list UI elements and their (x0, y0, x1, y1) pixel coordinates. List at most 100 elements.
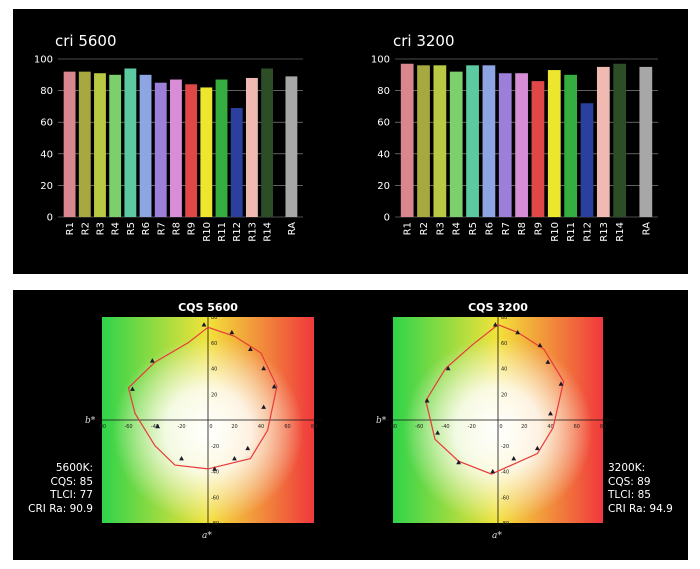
x-tick-label: R8 (517, 222, 528, 235)
x-tick-label: 60 (284, 424, 290, 430)
y-tick-label: 40 (501, 367, 507, 373)
bar-r13 (245, 77, 258, 218)
x-tick-label: 0 (209, 424, 212, 430)
y-tick-label: 60 (211, 341, 217, 347)
info-line: TLCI: 77 (50, 489, 93, 501)
sample-marker (515, 329, 521, 335)
bar-r12 (580, 103, 594, 217)
x-tick-label: R3 (435, 222, 446, 235)
y-tick-label: 60 (377, 118, 390, 129)
info-line: CQS: 89 (608, 475, 651, 488)
bar-r5 (466, 65, 479, 217)
sample-marker (548, 410, 553, 416)
bar-r11 (215, 79, 228, 217)
x-tick-label: -80 (98, 424, 106, 430)
sample-marker (490, 468, 496, 474)
chart-title: cri 5600 (55, 32, 117, 50)
sample-marker (511, 456, 517, 461)
info-line: TLCI: 85 (608, 489, 651, 501)
info-line: 5600K: (55, 462, 93, 474)
sample-marker (261, 404, 267, 409)
sample-marker (558, 381, 564, 386)
x-tick-label: R9 (533, 222, 544, 235)
info-block-3200: 3200K: CQS: 89 TLCI: 85 CRI Ra: 94.9 (608, 462, 673, 516)
bar-r9 (185, 84, 198, 217)
sample-marker (232, 456, 237, 461)
x-tick-label: 60 (574, 424, 580, 430)
sample-marker (212, 466, 218, 471)
bar-r2 (78, 71, 91, 217)
cqs-chart-0: CQS 5600 -80 -60 -40 -20 0 20 40 60 80 80 60 40 20 -20… (85, 301, 322, 541)
y-tick-label: -60 (501, 495, 509, 501)
sample-marker (229, 329, 235, 335)
bar-r7 (154, 82, 167, 217)
chart-title: CQS 5600 (178, 301, 238, 314)
y-tick-label: 20 (501, 392, 507, 398)
x-tick-label: -60 (124, 424, 132, 430)
x-tick-label: R11 (566, 222, 577, 242)
x-tick-label: -40 (441, 424, 449, 430)
bar-r3 (94, 73, 106, 217)
y-tick-label: 40 (40, 149, 53, 160)
x-tick-label: R5 (468, 222, 479, 235)
x-tick-label: 80 (311, 424, 317, 430)
x-tick-label: -20 (468, 424, 476, 430)
bar-r4 (449, 71, 463, 217)
bar-r10 (547, 70, 561, 217)
x-tick-label: R6 (141, 222, 152, 235)
x-tick-label: R4 (452, 222, 463, 235)
bar-r5 (124, 68, 137, 217)
bar-r3 (433, 65, 447, 217)
y-tick-label: 100 (371, 55, 390, 66)
sample-marker (248, 346, 253, 351)
x-tick-label: 80 (600, 424, 606, 430)
x-tick-label: R6 (484, 222, 495, 235)
x-tick-label: -80 (389, 424, 397, 430)
sample-marker (424, 398, 430, 403)
bar-r7 (498, 73, 512, 217)
x-tick-label: R7 (501, 222, 512, 235)
y-tick-label: -20 (501, 444, 509, 450)
x-tick-label: 20 (231, 424, 237, 430)
y-tick-label: 0 (47, 213, 53, 224)
sample-marker (130, 386, 135, 391)
bar-r11 (564, 74, 578, 217)
x-tick-label: R1 (65, 222, 76, 235)
x-tick-label: R12 (232, 222, 243, 242)
y-tick-label: 40 (211, 367, 217, 373)
info-line: CRI Ra: 90.9 (28, 502, 93, 515)
x-tick-label: 0 (499, 424, 502, 430)
bar-r8 (515, 73, 528, 217)
x-tick-label: R10 (202, 222, 213, 242)
sample-marker (435, 430, 441, 435)
x-tick-label: -40 (151, 424, 159, 430)
y-tick-label: 100 (34, 55, 53, 66)
x-tick-label: R1 (403, 222, 414, 235)
bar-ra (639, 66, 653, 218)
info-line: CQS: 85 (50, 475, 94, 488)
sample-marker (149, 358, 155, 363)
x-tick-label: R5 (126, 222, 137, 235)
info-line: 3200K: (608, 462, 646, 474)
bar-r6 (482, 65, 496, 217)
x-tick-label: R3 (95, 222, 106, 235)
x-tick-label: R12 (582, 222, 593, 242)
info-block-5600: 5600K: CQS: 85 TLCI: 77 CRI Ra: 90.9 (13, 462, 93, 516)
bar-r13 (596, 66, 610, 218)
y-tick-label: 0 (384, 213, 390, 224)
sample-marker (271, 383, 277, 389)
y-axis-label: b* (376, 416, 387, 426)
x-tick-label: R11 (217, 222, 228, 242)
y-tick-label: 40 (377, 149, 390, 160)
sample-marker (261, 365, 267, 371)
cqs-chart-1: CQS 3200 -80 -60 -40 -20 0 20 40 60 80 80 60 40 20 -20… (376, 301, 611, 541)
x-tick-label: RA (287, 222, 298, 236)
y-tick-label: 20 (377, 181, 390, 192)
x-tick-label: R2 (419, 222, 430, 235)
cri-charts: cri 5600 0 20 40 60 80 100 R1 R2 R3 R4 R5 R6 R7 R8 R9 R1… (34, 32, 658, 242)
bar-r10 (200, 87, 213, 217)
x-tick-label: R7 (156, 222, 167, 235)
x-axis-label: a* (202, 531, 212, 541)
y-tick-label: -40 (211, 470, 219, 476)
sample-marker (445, 365, 451, 371)
